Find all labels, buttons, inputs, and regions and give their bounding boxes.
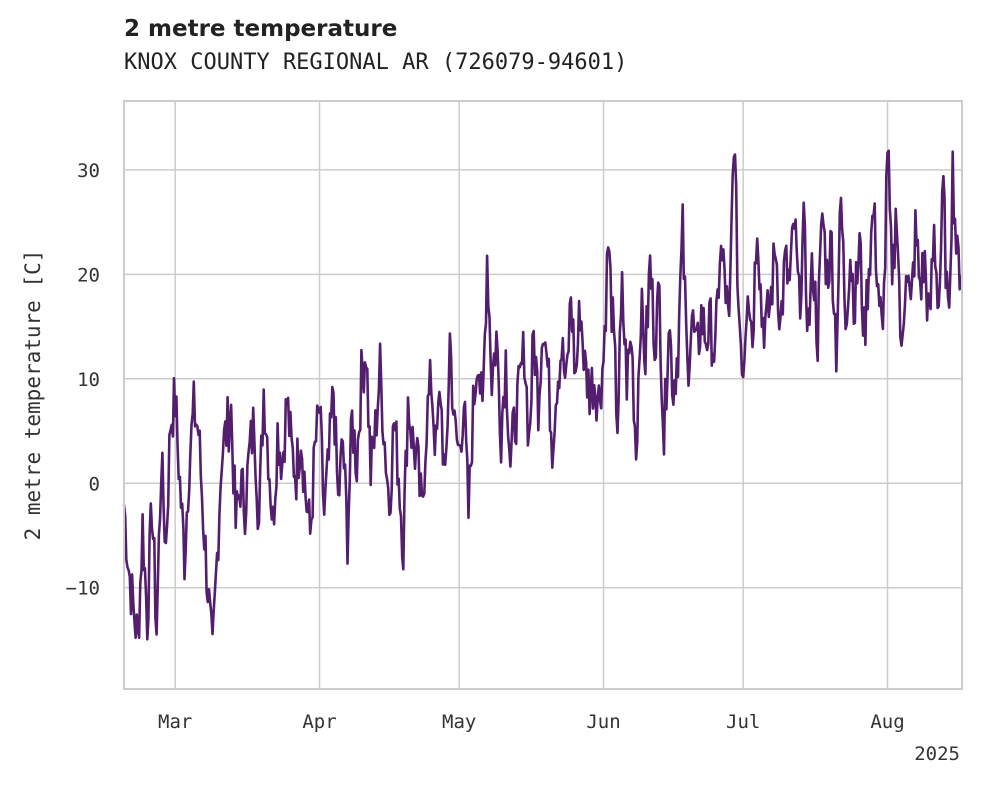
y-tick-label: 30 [77, 160, 100, 182]
x-tick-label: Jun [586, 711, 620, 733]
y-axis-label: 2 metre temperature [C] [21, 250, 45, 541]
plot-frame [123, 100, 963, 690]
x-tick-label: Mar [158, 711, 192, 733]
chart-title: 2 metre temperature [124, 16, 398, 42]
x-tick-label: Jul [726, 711, 760, 733]
x-tick-label: Apr [302, 711, 336, 733]
y-tick-label: 10 [77, 369, 100, 391]
y-tick-label: −10 [66, 578, 100, 600]
series-layer [122, 149, 963, 641]
x-axis-year-label: 2025 [914, 743, 960, 765]
grid [124, 101, 962, 689]
y-tick-label: 0 [89, 473, 100, 495]
chart-subtitle: KNOX COUNTY REGIONAL AR (726079-94601) [124, 50, 628, 75]
temperature-series-line [122, 149, 963, 641]
y-tick-label: 20 [77, 264, 100, 286]
tick-labels: Mar Apr May Jun Jul Aug −10 0 10 20 30 [66, 160, 905, 733]
x-tick-label: May [442, 711, 476, 733]
x-tick-label: Aug [870, 711, 904, 733]
